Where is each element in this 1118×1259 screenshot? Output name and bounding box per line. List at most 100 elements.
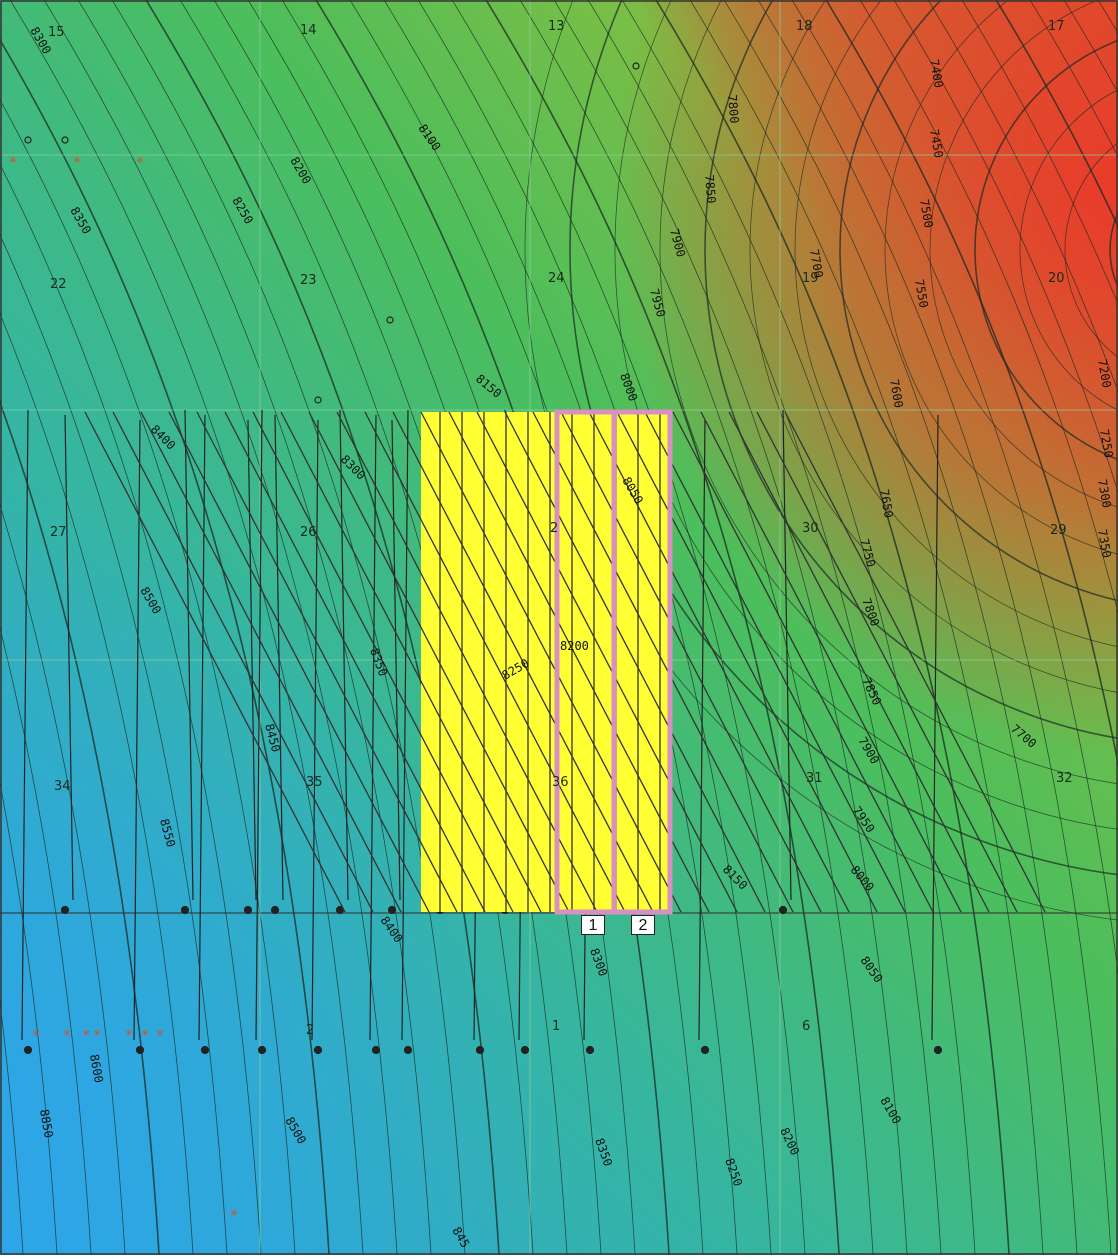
- contour-line: [893, 0, 1118, 494]
- hatch-line: [280, 411, 542, 913]
- section-label-s18: 18: [796, 19, 813, 34]
- contour-ring: [749, 0, 1118, 693]
- well-symbol: [933, 1045, 943, 1055]
- contour-line: [621, 0, 976, 1259]
- section-label-s17: 17: [1048, 19, 1065, 34]
- well-path: [401, 409, 409, 1041]
- contour-line: [757, 0, 1112, 1259]
- hatch-line: [252, 411, 514, 913]
- section-label-s34: 34: [54, 779, 71, 794]
- contour-line: [859, 0, 1118, 615]
- hatch-line: [588, 411, 850, 913]
- well-symbol: [270, 905, 280, 915]
- well-path: [64, 414, 74, 901]
- contour-ring: [1109, 211, 1118, 289]
- contour-label-7850: 7850: [702, 174, 718, 204]
- section-label-s22: 22: [50, 277, 67, 292]
- well-symbol: [778, 905, 788, 915]
- section-label-s36: 36: [552, 775, 569, 790]
- unit-1-label[interactable]: 1: [581, 915, 605, 935]
- hatch-line: [532, 411, 794, 913]
- hatch-line: [756, 411, 1018, 913]
- contour-ring: [884, 0, 1118, 555]
- contour-ring: [614, 0, 1118, 830]
- contour-label-7200: 7200: [1095, 358, 1114, 389]
- section-label-s20: 20: [1048, 271, 1065, 286]
- well-path: [198, 414, 206, 1041]
- well-path: [391, 419, 401, 901]
- hatch-line: [728, 411, 990, 913]
- section-label-s24: 24: [548, 271, 565, 286]
- contour-label-7650: 7650: [877, 488, 896, 519]
- well-path: [339, 409, 349, 901]
- hatch-line: [196, 411, 458, 913]
- section-label-s35: 35: [306, 775, 323, 790]
- contour-line: [0, 781, 58, 1259]
- section-label-s32: 32: [1056, 771, 1073, 786]
- well-symbol: [243, 905, 253, 915]
- well-symbol: [313, 1045, 323, 1055]
- hatch-line: [364, 411, 626, 913]
- contour-label-7250: 7250: [1097, 428, 1116, 459]
- section-label-s2: 2: [306, 1023, 314, 1038]
- highlight-area: [421, 412, 671, 912]
- contour-line: [587, 0, 942, 1259]
- contour-line: [0, 312, 194, 1259]
- contour-ring: [659, 0, 1118, 784]
- contour-label-7500: 7500: [917, 198, 936, 229]
- well-symbol: [61, 136, 69, 144]
- hatch-line: [700, 411, 962, 913]
- dry-hole-marker: *: [231, 1208, 238, 1224]
- hatch-line: [140, 411, 402, 913]
- contour-label-7400: 7400: [927, 58, 946, 89]
- contour-line: [43, 0, 398, 1259]
- well-symbol: [585, 1045, 595, 1055]
- section-label-s30: 30: [802, 521, 819, 536]
- contour-ring: [974, 39, 1118, 461]
- hatch-line: [644, 411, 906, 913]
- contour-line: [0, 626, 92, 1259]
- contour-ring: [524, 0, 1118, 921]
- well-symbol: [700, 1045, 710, 1055]
- contour-label-7300: 7300: [1095, 478, 1114, 509]
- dry-hole-marker: *: [142, 1028, 149, 1044]
- contour-label-7800: 7800: [725, 94, 741, 124]
- contour-line: [689, 0, 1044, 1259]
- contour-line: [723, 0, 1078, 1259]
- hatch-line: [672, 411, 934, 913]
- dry-hole-marker: *: [83, 1028, 90, 1044]
- contour-line: [791, 0, 1118, 975]
- contour-line: [0, 503, 126, 1259]
- section-label-s19: 19: [802, 271, 819, 286]
- hatch-line: [392, 411, 654, 913]
- contour-label-7700: 7700: [807, 248, 826, 279]
- well-symbol: [60, 905, 70, 915]
- dry-hole-marker: *: [64, 1028, 71, 1044]
- hatch-line: [336, 411, 598, 913]
- contour-label-7350: 7350: [1095, 528, 1114, 559]
- dry-hole-marker: *: [157, 1028, 164, 1044]
- well-symbol: [200, 1045, 210, 1055]
- contour-line: [961, 0, 1118, 305]
- contour-ring: [569, 0, 1118, 876]
- contour-ring: [929, 0, 1118, 508]
- section-label-s25: 2: [550, 521, 558, 536]
- contour-label-8600: 8600: [87, 1053, 106, 1084]
- contour-label-8850: 8850: [37, 1108, 56, 1139]
- well-symbol: [257, 1045, 267, 1055]
- well-symbol: [371, 1045, 381, 1055]
- well-symbol: [475, 1045, 485, 1055]
- hatch-line: [448, 411, 710, 913]
- contour-line: [995, 0, 1118, 229]
- section-label-s14: 14: [300, 23, 317, 38]
- unit-2-label[interactable]: 2: [631, 915, 655, 935]
- hatch-lines: [84, 411, 1046, 913]
- well-symbol: [180, 905, 190, 915]
- well-symbol: [314, 396, 322, 404]
- well-path: [21, 409, 29, 1041]
- unit-2-outline[interactable]: [611, 409, 673, 915]
- contour-line: [1029, 0, 1118, 158]
- well-path: [184, 409, 194, 901]
